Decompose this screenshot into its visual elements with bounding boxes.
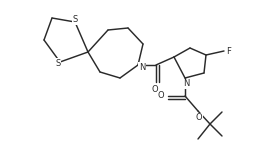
Text: S: S (72, 16, 78, 24)
Text: N: N (183, 80, 189, 88)
Text: F: F (227, 46, 231, 56)
Text: S: S (55, 58, 61, 68)
Text: N: N (139, 63, 145, 71)
Text: O: O (158, 92, 164, 100)
Text: O: O (152, 86, 158, 94)
Text: O: O (196, 114, 202, 122)
